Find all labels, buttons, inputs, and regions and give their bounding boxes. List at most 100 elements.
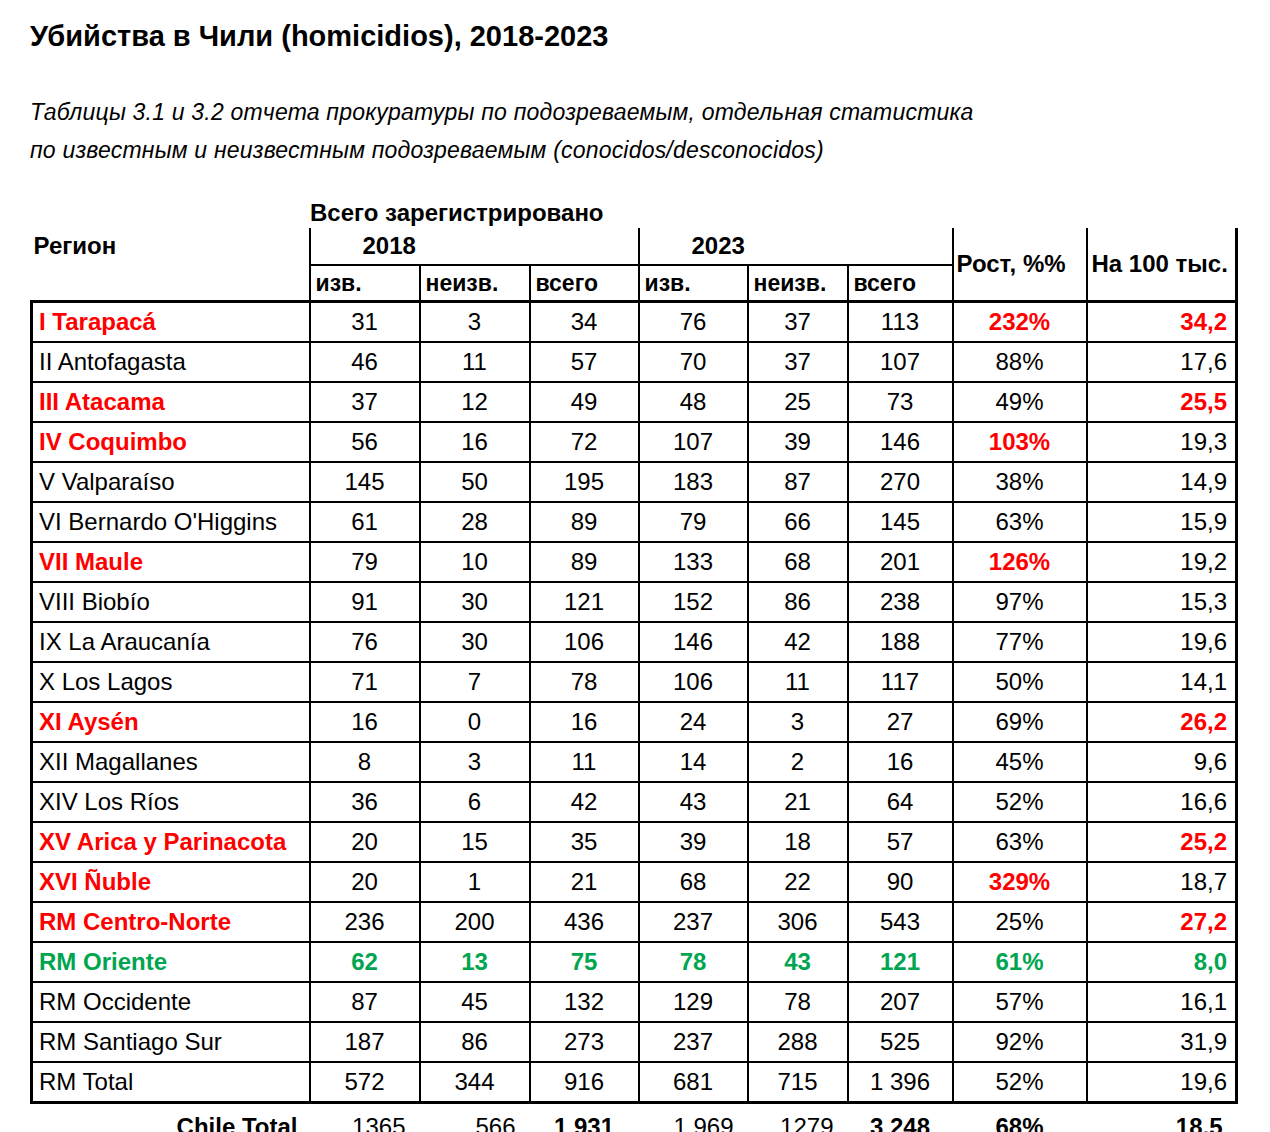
rate-cell: 25,2 (1087, 822, 1237, 862)
value-2018-total-cell: 16 (530, 702, 639, 742)
value-2018-total-cell: 195 (530, 462, 639, 502)
column-header-2023-total: всего (848, 265, 953, 302)
value-2023-unknown-cell: 288 (748, 1022, 848, 1062)
value-2023-known-cell: 146 (639, 622, 748, 662)
growth-cell: 329% (953, 862, 1087, 902)
value-2023-total-cell: 543 (848, 902, 953, 942)
value-2023-total-cell: 121 (848, 942, 953, 982)
value-2018-known-cell: 236 (310, 902, 420, 942)
value-2018-known-cell: 46 (310, 342, 420, 382)
value-2018-known-cell: 62 (310, 942, 420, 982)
total-row: Chile Total 1365 566 1 931 1 969 1279 3 … (32, 1103, 1237, 1132)
table-row: XII Magallanes 8 3 11 14 2 16 45% 9,6 (32, 742, 1237, 782)
value-2023-total-cell: 201 (848, 542, 953, 582)
growth-cell: 25% (953, 902, 1087, 942)
growth-cell: 103% (953, 422, 1087, 462)
value-2018-unknown-cell: 15 (420, 822, 530, 862)
region-cell: XI Aysén (32, 702, 310, 742)
total-2018-known: 1365 (310, 1103, 420, 1132)
value-2023-known-cell: 70 (639, 342, 748, 382)
value-2018-total-cell: 11 (530, 742, 639, 782)
rate-cell: 25,5 (1087, 382, 1237, 422)
value-2018-total-cell: 916 (530, 1062, 639, 1103)
region-cell: VI Bernardo O'Higgins (32, 502, 310, 542)
value-2023-known-cell: 129 (639, 982, 748, 1022)
growth-cell: 97% (953, 582, 1087, 622)
value-2018-total-cell: 42 (530, 782, 639, 822)
value-2023-total-cell: 73 (848, 382, 953, 422)
growth-cell: 49% (953, 382, 1087, 422)
region-cell: RM Santiago Sur (32, 1022, 310, 1062)
subtitle-line-1: Таблицы 3.1 и 3.2 отчета прокуратуры по … (30, 93, 1240, 131)
page-subtitle: Таблицы 3.1 и 3.2 отчета прокуратуры по … (30, 93, 1240, 169)
value-2023-total-cell: 27 (848, 702, 953, 742)
value-2023-unknown-cell: 21 (748, 782, 848, 822)
value-2018-unknown-cell: 344 (420, 1062, 530, 1103)
header-row-years: Регион 2018 2023 Рост, %% На 100 тыс. (32, 228, 1237, 265)
total-label: Chile Total (32, 1103, 310, 1132)
value-2018-unknown-cell: 13 (420, 942, 530, 982)
growth-cell: 50% (953, 662, 1087, 702)
value-2023-known-cell: 237 (639, 902, 748, 942)
value-2018-total-cell: 78 (530, 662, 639, 702)
region-cell: X Los Lagos (32, 662, 310, 702)
table-row: X Los Lagos 71 7 78 106 11 117 50% 14,1 (32, 662, 1237, 702)
table-row: IV Coquimbo 56 16 72 107 39 146 103% 19,… (32, 422, 1237, 462)
value-2023-known-cell: 237 (639, 1022, 748, 1062)
table-row: VII Maule 79 10 89 133 68 201 126% 19,2 (32, 542, 1237, 582)
value-2018-unknown-cell: 28 (420, 502, 530, 542)
value-2018-total-cell: 121 (530, 582, 639, 622)
table-row: III Atacama 37 12 49 48 25 73 49% 25,5 (32, 382, 1237, 422)
value-2018-known-cell: 87 (310, 982, 420, 1022)
table-footer: Chile Total 1365 566 1 931 1 969 1279 3 … (32, 1103, 1237, 1132)
total-2023-known: 1 969 (639, 1103, 748, 1132)
value-2023-total-cell: 57 (848, 822, 953, 862)
table-row: RM Occidente 87 45 132 129 78 207 57% 16… (32, 982, 1237, 1022)
region-cell: III Atacama (32, 382, 310, 422)
homicides-table: Регион 2018 2023 Рост, %% На 100 тыс. из… (30, 228, 1238, 1132)
value-2018-unknown-cell: 6 (420, 782, 530, 822)
growth-cell: 232% (953, 302, 1087, 343)
value-2018-known-cell: 37 (310, 382, 420, 422)
value-2018-unknown-cell: 3 (420, 742, 530, 782)
value-2023-known-cell: 79 (639, 502, 748, 542)
region-cell: RM Occidente (32, 982, 310, 1022)
value-2018-unknown-cell: 1 (420, 862, 530, 902)
total-2018-total: 1 931 (530, 1103, 639, 1132)
table-row: IX La Araucanía 76 30 106 146 42 188 77%… (32, 622, 1237, 662)
rate-cell: 8,0 (1087, 942, 1237, 982)
value-2018-total-cell: 132 (530, 982, 639, 1022)
table-row: RM Oriente 62 13 75 78 43 121 61% 8,0 (32, 942, 1237, 982)
value-2023-unknown-cell: 37 (748, 302, 848, 343)
value-2023-known-cell: 107 (639, 422, 748, 462)
value-2018-unknown-cell: 50 (420, 462, 530, 502)
value-2018-known-cell: 76 (310, 622, 420, 662)
value-2023-known-cell: 78 (639, 942, 748, 982)
table-row: XV Arica y Parinacota 20 15 35 39 18 57 … (32, 822, 1237, 862)
region-cell: VIII Biobío (32, 582, 310, 622)
column-header-2023: 2023 (639, 228, 953, 265)
region-cell: VII Maule (32, 542, 310, 582)
value-2018-known-cell: 145 (310, 462, 420, 502)
rate-cell: 17,6 (1087, 342, 1237, 382)
region-cell: V Valparaíso (32, 462, 310, 502)
table-row: XIV Los Ríos 36 6 42 43 21 64 52% 16,6 (32, 782, 1237, 822)
rate-cell: 19,2 (1087, 542, 1237, 582)
total-2023-unknown: 1279 (748, 1103, 848, 1132)
value-2018-unknown-cell: 30 (420, 582, 530, 622)
growth-cell: 52% (953, 782, 1087, 822)
rate-cell: 15,9 (1087, 502, 1237, 542)
value-2018-unknown-cell: 30 (420, 622, 530, 662)
value-2018-known-cell: 61 (310, 502, 420, 542)
growth-cell: 77% (953, 622, 1087, 662)
column-header-2018-total: всего (530, 265, 639, 302)
value-2018-known-cell: 31 (310, 302, 420, 343)
growth-cell: 63% (953, 822, 1087, 862)
value-2018-known-cell: 572 (310, 1062, 420, 1103)
region-cell: RM Total (32, 1062, 310, 1103)
region-cell: RM Oriente (32, 942, 310, 982)
table-header: Регион 2018 2023 Рост, %% На 100 тыс. из… (32, 228, 1237, 302)
value-2023-total-cell: 107 (848, 342, 953, 382)
value-2023-unknown-cell: 87 (748, 462, 848, 502)
table-group-header: Всего зарегистрировано (310, 199, 1240, 227)
